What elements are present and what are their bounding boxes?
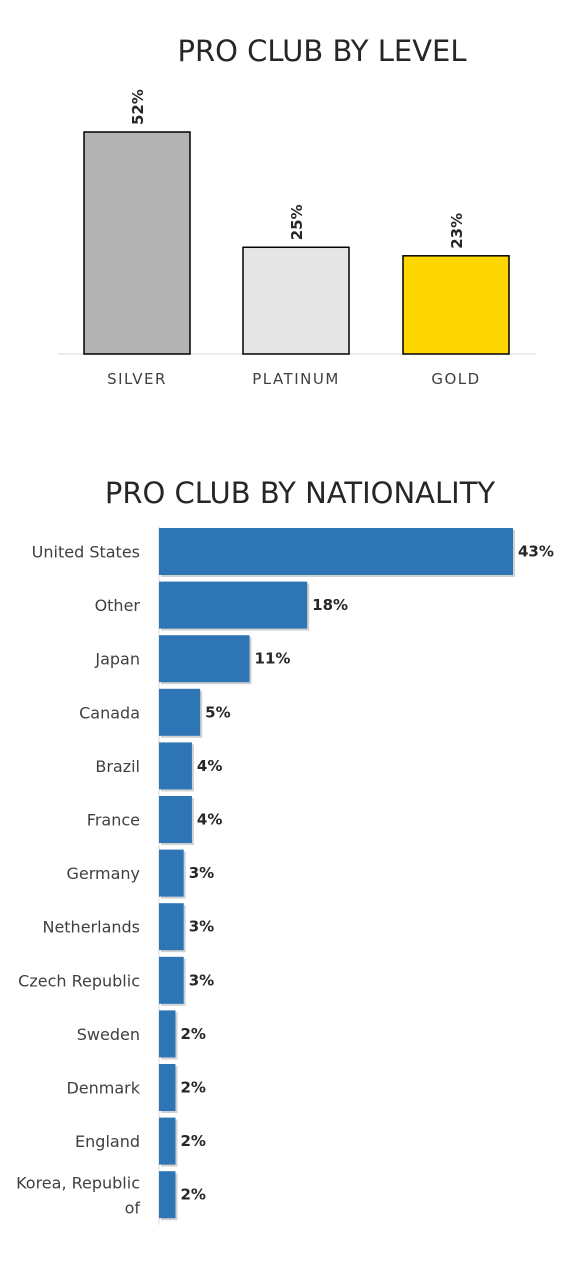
category-label-united-states: United States: [32, 543, 140, 562]
bar-platinum: [242, 246, 350, 355]
bar-korea-republic-of: [159, 1171, 176, 1219]
level-chart: PRO CLUB BY LEVEL 52% SILVER 25% PLATINUM 23…: [58, 34, 536, 388]
data-label-england: 2%: [180, 1132, 205, 1150]
data-label-brazil: 4%: [197, 757, 222, 775]
category-label-germany: Germany: [66, 864, 140, 883]
category-label-brazil: Brazil: [95, 757, 140, 776]
bar-germany: [159, 849, 184, 897]
data-label-gold: 23%: [448, 213, 466, 249]
data-label-silver: 52%: [129, 89, 147, 125]
bar-sweden: [159, 1010, 176, 1058]
bar-gold: [402, 255, 510, 355]
data-label-france: 4%: [197, 811, 222, 829]
data-label-other: 18%: [312, 596, 348, 614]
category-label-gold: GOLD: [431, 370, 480, 388]
data-label-germany: 3%: [189, 864, 214, 882]
category-label-canada: Canada: [79, 703, 140, 722]
data-label-sweden: 2%: [180, 1025, 205, 1043]
category-label-netherlands: Netherlands: [42, 918, 140, 937]
bar-japan: [159, 635, 250, 683]
nationality-chart-title: PRO CLUB BY NATIONALITY: [105, 476, 496, 510]
data-label-united-states: 43%: [518, 543, 554, 561]
data-label-czech-republic: 3%: [189, 971, 214, 989]
category-label-japan: Japan: [94, 650, 140, 669]
data-label-canada: 5%: [205, 703, 230, 721]
category-label-silver: SILVER: [107, 370, 167, 388]
bar-silver: [83, 131, 191, 355]
data-label-korea-republic-of: 2%: [180, 1186, 205, 1204]
data-label-netherlands: 3%: [189, 918, 214, 936]
category-label-other: Other: [95, 596, 141, 615]
bar-england: [159, 1117, 176, 1165]
bar-united-states: [159, 528, 513, 575]
category-label-denmark: Denmark: [66, 1079, 140, 1098]
category-label-england: England: [75, 1132, 140, 1151]
category-label-czech-republic: Czech Republic: [18, 971, 140, 990]
bar-czech-republic: [159, 956, 184, 1004]
nationality-chart: PRO CLUB BY NATIONALITY 43% United States…: [16, 476, 554, 1225]
category-label-korea-republic-of: Korea, Republic of: [16, 1174, 140, 1218]
data-label-platinum: 25%: [288, 204, 306, 240]
category-label-sweden: Sweden: [77, 1025, 140, 1044]
bar-other: [159, 581, 308, 629]
category-label-platinum: PLATINUM: [252, 370, 340, 388]
bar-france: [159, 796, 192, 843]
data-label-denmark: 2%: [180, 1079, 205, 1097]
bar-canada: [159, 688, 201, 736]
category-label-france: France: [87, 811, 140, 830]
data-label-japan: 11%: [255, 650, 291, 668]
bar-brazil: [159, 742, 192, 790]
level-chart-title: PRO CLUB BY LEVEL: [177, 34, 466, 68]
bar-netherlands: [159, 903, 184, 951]
bar-denmark: [159, 1064, 176, 1111]
